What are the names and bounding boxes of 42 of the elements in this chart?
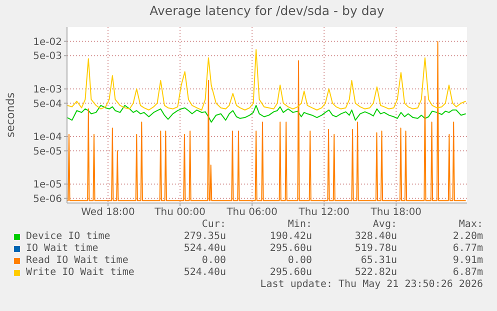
text: 328.40u <box>354 231 397 242</box>
text: 65.31u <box>360 255 397 266</box>
text: Avg: <box>372 219 397 230</box>
y-tick-label: 1e-05 <box>33 180 62 191</box>
y-tick-label: 5e-04 <box>33 98 62 110</box>
y-axis-title: seconds <box>4 92 17 138</box>
text: 2.20m <box>452 231 483 242</box>
text: 190.42u <box>270 231 312 242</box>
text: Min: <box>288 219 312 230</box>
text: 524.40u <box>184 267 226 278</box>
y-tick-label: 5e-03 <box>33 51 62 62</box>
text: 6.87m <box>452 267 483 278</box>
x-tick-label: Thu 00:00 <box>154 207 206 218</box>
line-series <box>67 104 466 123</box>
legend-label: Write IO Wait time <box>26 267 134 278</box>
legend-label: Device IO time <box>26 231 110 242</box>
text: 6.77m <box>452 243 483 254</box>
text: 0.00 <box>288 255 312 266</box>
y-tick-label: 5e-06 <box>33 194 62 205</box>
y-tick-label: 5e-05 <box>33 146 62 158</box>
x-tick-label: Thu 18:00 <box>370 207 422 218</box>
chart-title: Average latency for /dev/sda - by day <box>148 3 386 18</box>
legend-label: IO Wait time <box>26 243 98 254</box>
text: 519.78u <box>354 243 397 254</box>
text: 295.60u <box>270 267 312 278</box>
text: 9.91m <box>452 255 483 266</box>
y-tick-label: 1e-04 <box>33 132 62 144</box>
text: Max: <box>458 219 483 230</box>
x-tick-label: Thu 12:00 <box>298 207 350 218</box>
x-tick-label: Wed 18:00 <box>81 207 135 218</box>
text: 522.82u <box>354 267 397 278</box>
text: Cur: <box>202 219 226 230</box>
text: Last update: Thu May 21 23:50:26 2026 <box>260 279 483 290</box>
text: 0.00 <box>202 255 226 266</box>
y-tick-label: 1e-03 <box>33 84 62 96</box>
legend-label: Read IO Wait time <box>26 255 128 266</box>
x-tick-label: Thu 06:00 <box>226 207 278 218</box>
text: 279.35u <box>184 231 226 242</box>
text: 524.40u <box>184 243 226 254</box>
y-tick-label: 1e-02 <box>33 36 62 48</box>
text: 295.60u <box>270 243 312 254</box>
line-series <box>67 49 466 111</box>
